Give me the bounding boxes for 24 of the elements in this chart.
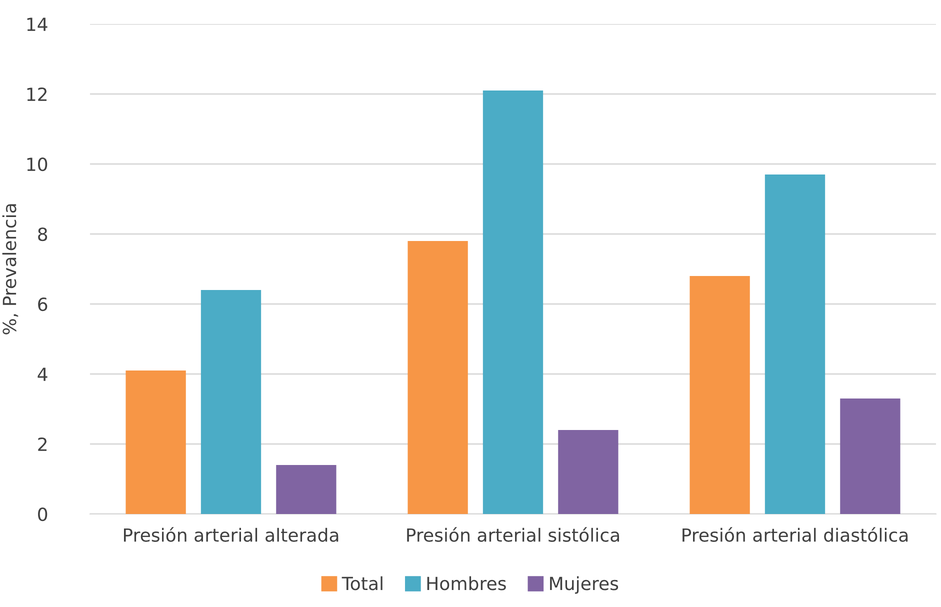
y-tick-label: 12 [27, 87, 47, 101]
x-tick-label: Presión arterial alterada [124, 527, 338, 542]
bar [482, 90, 544, 514]
legend-label: Mujeres [550, 576, 618, 594]
y-tick-label: 8 [38, 227, 48, 242]
bar [126, 370, 186, 514]
legend-label: Hombres [427, 576, 506, 590]
y-tick-label: 4 [38, 368, 48, 381]
y-tick-label: 2 [38, 437, 47, 451]
bar [764, 174, 826, 514]
bar [558, 430, 618, 514]
y-tick-label: 0 [38, 507, 48, 522]
bar [408, 241, 468, 514]
bar [690, 276, 750, 514]
x-tick-label: Presión arterial diastólica [682, 527, 908, 542]
x-tick-label: Presión arterial sistólica [407, 527, 619, 542]
y-tick-label: 6 [38, 297, 48, 312]
y-axis-title: %, Prevalencia [2, 204, 18, 334]
legend-label: Total [342, 576, 382, 590]
bar [840, 398, 900, 514]
bar [276, 465, 336, 514]
y-tick-label: 14 [27, 18, 48, 31]
y-tick-label: 10 [27, 157, 48, 172]
bar [200, 290, 262, 514]
